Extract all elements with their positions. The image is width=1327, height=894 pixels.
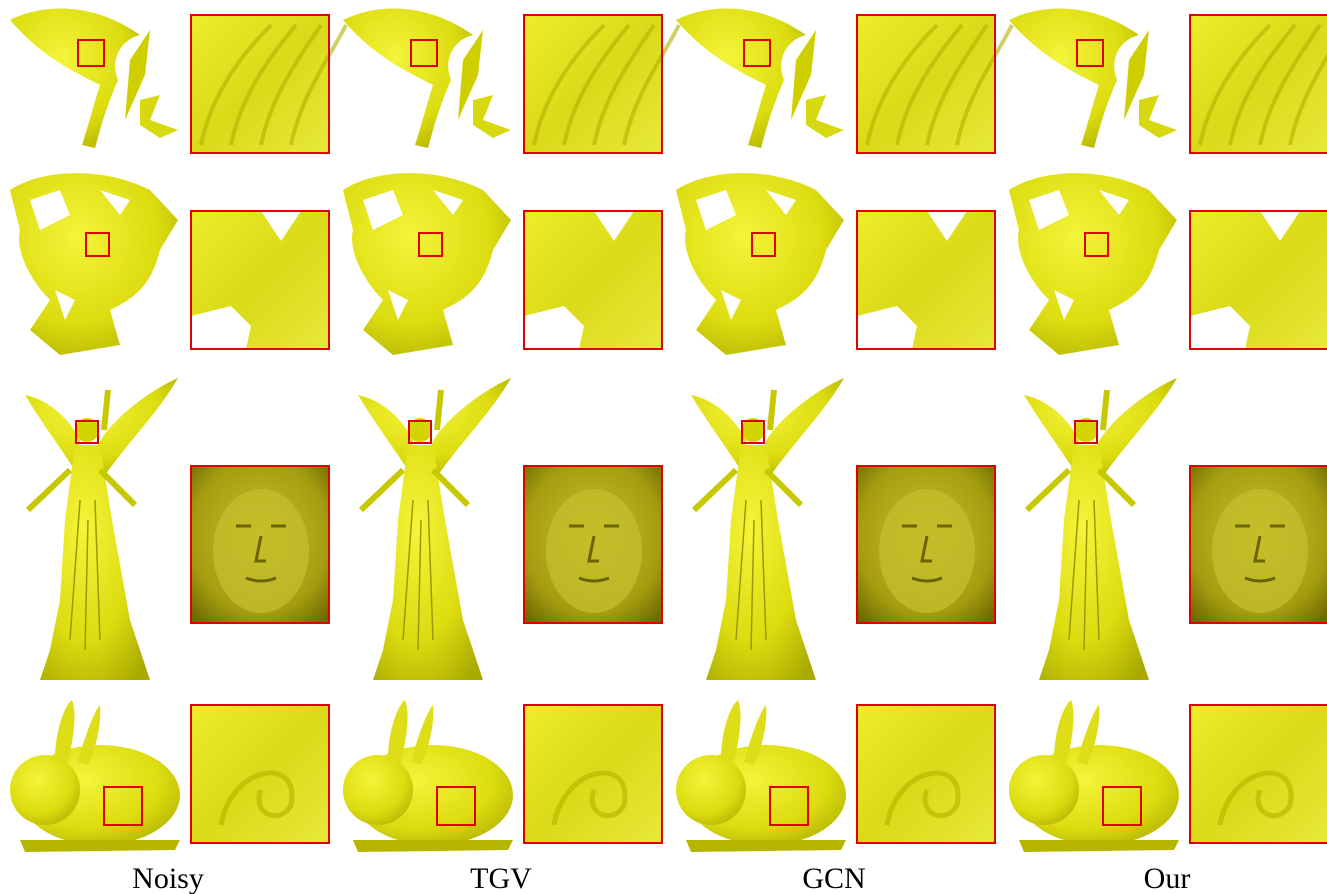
angel-model [691, 378, 844, 680]
method-column: TGV [343, 9, 679, 894]
dragon-model [676, 173, 844, 355]
zoom-panel [191, 211, 329, 349]
zoom-panel [857, 15, 1012, 153]
zoom-panel [524, 211, 662, 349]
zoom-panel [1190, 15, 1327, 153]
zoom-panel [1190, 466, 1327, 623]
zoom-panel [524, 705, 662, 843]
face [546, 489, 642, 613]
dragon-model [10, 173, 178, 355]
zoom-panel [1190, 211, 1327, 349]
zoom-panel [857, 211, 995, 349]
zoom-panel [1190, 705, 1327, 843]
method-label: Our [1144, 862, 1191, 894]
angel-model [1024, 378, 1177, 680]
zoom-panel [191, 466, 329, 623]
bunny-model [676, 700, 846, 852]
eagle-model [1009, 9, 1177, 148]
face [1212, 489, 1308, 613]
face [213, 489, 309, 613]
face [879, 489, 975, 613]
eagle-model [676, 9, 844, 148]
eagle-model [343, 9, 511, 148]
angel-model [25, 378, 178, 680]
columns: Noisy TGV GCN Our [10, 9, 1327, 894]
angel-model [358, 378, 511, 680]
zoom-panel [191, 705, 329, 843]
bunny-model [343, 700, 513, 852]
figure: Noisy TGV GCN Our [0, 0, 1327, 894]
eagle-model [10, 9, 178, 148]
bunny-model [10, 700, 180, 852]
dragon-model [343, 173, 511, 355]
method-label: GCN [802, 862, 865, 894]
zoom-panel [524, 15, 679, 153]
method-label: TGV [470, 862, 532, 894]
bunny-model [1009, 700, 1179, 852]
zoom-panel [857, 705, 995, 843]
dragon-model [1009, 173, 1177, 355]
zoom-panel [857, 466, 995, 623]
zoom-panel [524, 466, 662, 623]
method-label: Noisy [132, 862, 204, 894]
zoom-panel [191, 15, 346, 153]
method-column: Noisy [10, 9, 346, 894]
method-column: Our [1009, 9, 1327, 894]
method-column: GCN [676, 9, 1012, 894]
